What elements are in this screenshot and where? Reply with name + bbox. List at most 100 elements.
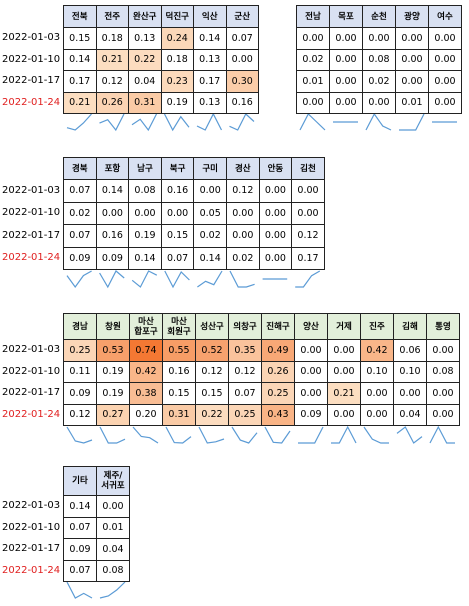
value-cell: 0.11 bbox=[63, 360, 97, 383]
sparkline bbox=[399, 113, 425, 131]
value-cell: 0.31 bbox=[162, 403, 196, 426]
value-cell: 0.08 bbox=[362, 48, 396, 71]
value-cell: 0.42 bbox=[129, 360, 163, 383]
value-cell: 0.00 bbox=[160, 201, 195, 225]
column-header: 목포 bbox=[329, 5, 363, 28]
sparkline bbox=[363, 426, 389, 444]
sparkline bbox=[298, 426, 324, 444]
value-cell: 0.00 bbox=[426, 382, 460, 405]
date-label: 2022-01-17 bbox=[2, 75, 61, 87]
date-label: 2022-01-10 bbox=[2, 53, 61, 65]
value-cell: 0.12 bbox=[228, 360, 262, 383]
date-label: 2022-01-24 bbox=[2, 252, 61, 264]
date-label: 2022-01-10 bbox=[2, 365, 61, 377]
value-cell: 0.18 bbox=[95, 27, 129, 50]
value-cell: 0.00 bbox=[428, 27, 462, 50]
column-header: 기타 bbox=[63, 466, 97, 496]
date-label: 2022-01-17 bbox=[2, 229, 61, 241]
value-cell: 0.05 bbox=[193, 201, 227, 225]
value-cell: 0.16 bbox=[160, 179, 195, 203]
value-cell: 0.74 bbox=[129, 339, 163, 362]
value-cell: 0.00 bbox=[395, 27, 429, 50]
value-cell: 0.09 bbox=[63, 538, 97, 561]
value-cell: 0.00 bbox=[395, 70, 429, 93]
value-cell: 0.13 bbox=[128, 27, 162, 50]
value-cell: 0.00 bbox=[329, 27, 363, 50]
sparkline bbox=[198, 426, 225, 444]
value-cell: 0.00 bbox=[294, 339, 328, 362]
sparkline bbox=[396, 426, 423, 444]
sparkline bbox=[66, 270, 92, 289]
value-cell: 0.14 bbox=[95, 179, 130, 203]
column-header: 김천 bbox=[291, 157, 325, 180]
value-cell: 0.06 bbox=[393, 339, 427, 362]
value-cell: 0.10 bbox=[393, 360, 427, 383]
date-label: 2022-01-24 bbox=[2, 96, 61, 108]
value-cell: 0.43 bbox=[261, 403, 295, 426]
value-cell: 0.00 bbox=[395, 48, 429, 71]
value-cell: 0.13 bbox=[193, 91, 227, 114]
column-header: 진주 bbox=[360, 313, 394, 340]
value-cell: 0.00 bbox=[327, 403, 361, 426]
sparkline bbox=[229, 270, 255, 288]
column-header: 안동 bbox=[258, 157, 293, 180]
date-label: 2022-01-17 bbox=[2, 387, 61, 399]
value-cell: 0.00 bbox=[327, 339, 361, 362]
sparkline bbox=[229, 113, 255, 131]
value-cell: 0.00 bbox=[329, 48, 363, 71]
value-cell: 0.20 bbox=[129, 403, 163, 426]
sparkline bbox=[196, 112, 223, 131]
sparkline bbox=[165, 426, 192, 444]
sparkline bbox=[299, 113, 326, 131]
value-cell: 0.02 bbox=[296, 48, 330, 71]
column-header: 북구 bbox=[160, 157, 195, 180]
value-cell: 0.02 bbox=[226, 246, 260, 270]
column-header: 제주/ 서귀포 bbox=[96, 466, 130, 496]
value-cell: 0.12 bbox=[63, 403, 97, 426]
column-header: 경산 bbox=[226, 157, 260, 180]
value-cell: 0.31 bbox=[128, 91, 162, 114]
sparkline bbox=[66, 113, 92, 131]
sparkline bbox=[264, 426, 291, 444]
value-cell: 0.09 bbox=[294, 403, 328, 426]
value-cell: 0.12 bbox=[95, 70, 129, 93]
column-header: 전주 bbox=[95, 5, 129, 28]
value-cell: 0.25 bbox=[228, 403, 262, 426]
sparkline bbox=[163, 113, 190, 132]
value-cell: 0.01 bbox=[395, 91, 429, 114]
value-cell: 0.08 bbox=[96, 559, 130, 582]
value-cell: 0.00 bbox=[329, 91, 363, 114]
value-cell: 0.42 bbox=[360, 339, 394, 362]
column-header: 전남 bbox=[296, 5, 330, 28]
value-cell: 0.00 bbox=[225, 48, 259, 71]
value-cell: 0.19 bbox=[160, 91, 194, 114]
value-cell: 0.15 bbox=[162, 382, 196, 405]
value-cell: 0.14 bbox=[63, 495, 97, 518]
column-header: 경북 bbox=[63, 157, 97, 180]
value-cell: 0.14 bbox=[128, 246, 162, 270]
column-header: 창원 bbox=[96, 313, 130, 340]
value-cell: 0.12 bbox=[195, 360, 229, 383]
value-cell: 0.07 bbox=[228, 382, 262, 405]
value-cell: 0.21 bbox=[327, 382, 361, 405]
value-cell: 0.14 bbox=[193, 27, 227, 50]
column-header: 덕진구 bbox=[160, 5, 194, 28]
value-cell: 0.00 bbox=[296, 27, 330, 50]
value-cell: 0.15 bbox=[63, 27, 97, 50]
value-cell: 0.00 bbox=[362, 27, 396, 50]
date-label: 2022-01-03 bbox=[2, 344, 61, 356]
column-header: 통영 bbox=[426, 313, 460, 340]
sparkline bbox=[99, 426, 126, 444]
value-cell: 0.00 bbox=[428, 91, 462, 114]
value-cell: 0.12 bbox=[226, 179, 260, 203]
sparkline bbox=[429, 425, 455, 444]
column-header: 거제 bbox=[327, 313, 361, 340]
column-header: 성산구 bbox=[195, 313, 229, 340]
value-cell: 0.00 bbox=[296, 91, 330, 114]
column-header: 경남 bbox=[63, 313, 97, 340]
date-label: 2022-01-03 bbox=[2, 500, 61, 512]
value-cell: 0.09 bbox=[63, 382, 97, 405]
date-label: 2022-01-10 bbox=[2, 521, 61, 533]
value-cell: 0.00 bbox=[258, 246, 293, 270]
value-cell: 0.17 bbox=[63, 70, 97, 93]
